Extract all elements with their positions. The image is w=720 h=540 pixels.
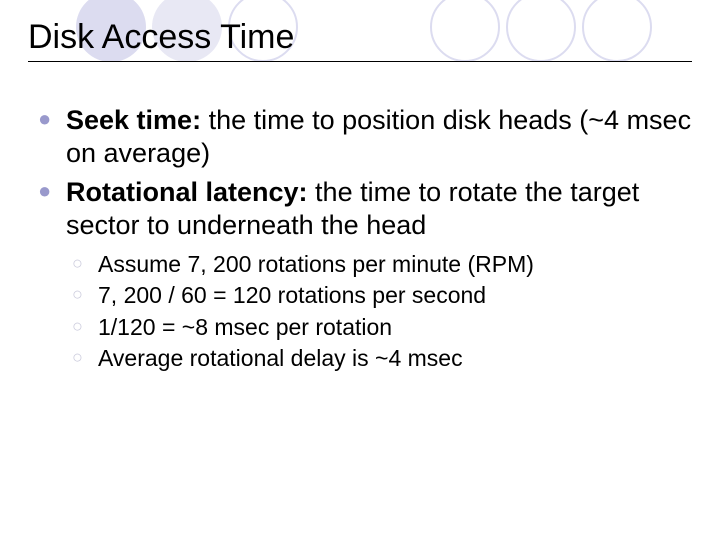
slide-content: Disk Access Time ● Seek time: the time t…: [0, 0, 720, 374]
bullet-marker-hollow-icon: ○: [72, 250, 98, 279]
sub-bullet-item: ○ 1/120 = ~8 msec per rotation: [72, 313, 692, 342]
sub-bullet-text: 1/120 = ~8 msec per rotation: [98, 313, 692, 342]
bullet-bold: Rotational latency:: [66, 177, 308, 207]
title-underline: [28, 61, 692, 62]
bullet-item: ● Rotational latency: the time to rotate…: [38, 176, 692, 242]
bullet-item: ● Seek time: the time to position disk h…: [38, 104, 692, 170]
bullet-text: Rotational latency: the time to rotate t…: [66, 176, 692, 242]
bullet-list-level2: ○ Assume 7, 200 rotations per minute (RP…: [28, 250, 692, 374]
bullet-marker-filled-icon: ●: [38, 104, 66, 170]
sub-bullet-text: 7, 200 / 60 = 120 rotations per second: [98, 281, 692, 310]
bullet-marker-filled-icon: ●: [38, 176, 66, 242]
bullet-bold: Seek time:: [66, 105, 201, 135]
bullet-text: Seek time: the time to position disk hea…: [66, 104, 692, 170]
bullet-marker-hollow-icon: ○: [72, 313, 98, 342]
bullet-marker-hollow-icon: ○: [72, 281, 98, 310]
sub-bullet-item: ○ Average rotational delay is ~4 msec: [72, 344, 692, 373]
slide-title: Disk Access Time: [28, 18, 692, 57]
bullet-marker-hollow-icon: ○: [72, 344, 98, 373]
sub-bullet-item: ○ 7, 200 / 60 = 120 rotations per second: [72, 281, 692, 310]
bullet-list-level1: ● Seek time: the time to position disk h…: [28, 104, 692, 242]
sub-bullet-text: Assume 7, 200 rotations per minute (RPM): [98, 250, 692, 279]
sub-bullet-item: ○ Assume 7, 200 rotations per minute (RP…: [72, 250, 692, 279]
sub-bullet-text: Average rotational delay is ~4 msec: [98, 344, 692, 373]
